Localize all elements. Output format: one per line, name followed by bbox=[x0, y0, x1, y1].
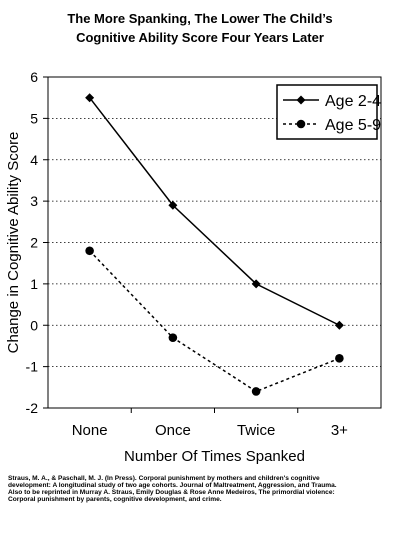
citation-line-1: Straus, M. A., & Paschall, M. J. (In Pre… bbox=[8, 475, 320, 482]
legend: Age 2-4 Age 5-9 bbox=[276, 84, 381, 140]
y-tick-label: 5 bbox=[30, 110, 38, 126]
chart-title-line-1: The More Spanking, The Lower The Child’s bbox=[67, 11, 333, 26]
y-tick-label: 1 bbox=[30, 276, 38, 292]
diamond-marker bbox=[85, 93, 95, 103]
line-chart: -2 -1 0 1 2 3 4 5 6 None Once Twice 3+ Change in Co… bbox=[5, 69, 382, 465]
circle-marker bbox=[168, 333, 178, 342]
chart-title-line-2: Cognitive Ability Score Four Years Later bbox=[76, 30, 324, 45]
diamond-marker bbox=[296, 95, 306, 105]
circle-marker bbox=[251, 387, 261, 396]
x-tick-label: Twice bbox=[237, 422, 275, 439]
citation-line-4: Corporal punishment by parents, cognitiv… bbox=[8, 496, 222, 503]
series-line-2 bbox=[89, 250, 340, 393]
x-axis-ticks: None Once Twice 3+ bbox=[72, 408, 348, 439]
series-lines bbox=[85, 93, 344, 396]
citation-line-3: Also to be reprinted in Murray A. Straus… bbox=[8, 489, 335, 496]
series-line-1 bbox=[89, 97, 340, 326]
y-tick-label: 4 bbox=[30, 152, 38, 168]
circle-marker bbox=[296, 119, 306, 129]
gridlines bbox=[48, 117, 381, 368]
y-tick-label: 3 bbox=[30, 193, 38, 209]
legend-label-2: Age 5-9 bbox=[325, 117, 381, 134]
y-axis-ticks: -2 -1 0 1 2 3 4 5 6 bbox=[26, 69, 48, 416]
y-tick-label: 0 bbox=[30, 317, 38, 333]
circle-marker bbox=[335, 354, 344, 363]
y-tick-label: 6 bbox=[30, 69, 38, 85]
diamond-marker bbox=[251, 279, 261, 289]
legend-box bbox=[276, 84, 378, 140]
x-tick-label: Once bbox=[155, 422, 191, 439]
legend-label-1: Age 2-4 bbox=[325, 93, 381, 110]
y-tick-label: -2 bbox=[26, 400, 39, 416]
y-tick-label: -1 bbox=[26, 359, 39, 375]
diamond-marker bbox=[168, 200, 178, 210]
x-axis-label: Number Of Times Spanked bbox=[124, 448, 305, 465]
y-axis-label: Change in Cognitive Ability Score bbox=[5, 132, 22, 354]
circle-marker bbox=[85, 246, 94, 256]
x-tick-label: 3+ bbox=[331, 422, 348, 439]
citation-line-2: development: A longitudinal study of two… bbox=[8, 482, 337, 489]
diamond-marker bbox=[334, 320, 344, 330]
x-tick-label: None bbox=[72, 422, 108, 439]
y-tick-label: 2 bbox=[30, 235, 38, 251]
